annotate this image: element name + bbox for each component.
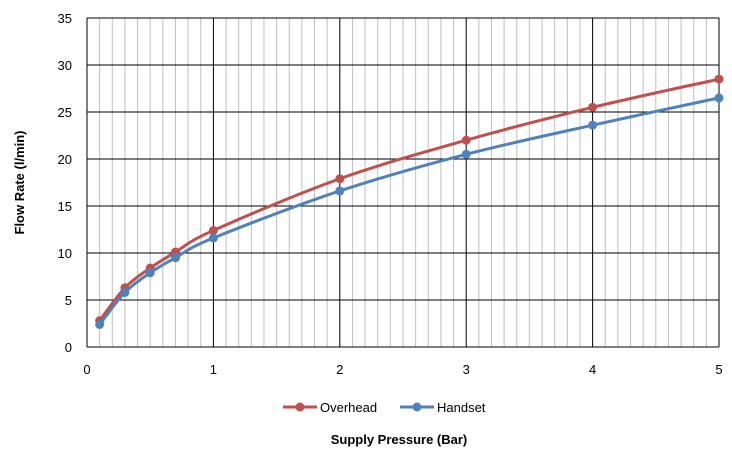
series-layer xyxy=(95,74,724,329)
data-point-handset xyxy=(461,149,471,159)
data-point-overhead xyxy=(208,225,218,235)
y-axis-title: Flow Rate (l/min) xyxy=(12,131,27,235)
x-tick-label: 0 xyxy=(83,362,90,377)
y-tick-label: 10 xyxy=(58,246,72,261)
x-axis-title: Supply Pressure (Bar) xyxy=(331,432,468,447)
data-point-handset xyxy=(120,287,130,297)
legend-marker-overhead xyxy=(295,402,305,412)
legend-item-overhead: Overhead xyxy=(283,400,377,415)
data-point-handset xyxy=(714,93,724,103)
x-tick-label: 2 xyxy=(336,362,343,377)
data-point-handset xyxy=(588,120,598,130)
x-axis-tick-labels: 0 1 2 3 4 5 xyxy=(83,362,722,377)
legend: Overhead Handset xyxy=(283,400,486,415)
legend-marker-handset xyxy=(412,402,422,412)
data-point-handset xyxy=(208,233,218,243)
legend-item-handset: Handset xyxy=(400,400,486,415)
data-point-handset xyxy=(335,186,345,196)
series-line-overhead xyxy=(98,77,720,322)
y-tick-label: 15 xyxy=(58,199,72,214)
series-handset xyxy=(95,93,724,329)
series-line-handset xyxy=(98,96,720,326)
x-tick-label: 1 xyxy=(210,362,217,377)
y-tick-label: 30 xyxy=(58,58,72,73)
y-tick-label: 0 xyxy=(65,340,72,355)
y-tick-label: 35 xyxy=(58,11,72,26)
legend-label-handset: Handset xyxy=(437,400,486,415)
data-point-handset xyxy=(95,319,105,329)
data-point-overhead xyxy=(588,102,598,112)
minor-gridlines xyxy=(99,18,707,347)
data-point-overhead xyxy=(461,135,471,145)
y-tick-label: 25 xyxy=(58,105,72,120)
data-point-overhead xyxy=(335,174,345,184)
y-axis-tick-labels: 0 5 10 15 20 25 30 35 xyxy=(58,11,72,355)
data-point-overhead xyxy=(714,74,724,84)
data-point-handset xyxy=(145,268,155,278)
x-tick-label: 3 xyxy=(463,362,470,377)
y-tick-label: 5 xyxy=(65,293,72,308)
y-tick-label: 20 xyxy=(58,152,72,167)
legend-label-overhead: Overhead xyxy=(320,400,377,415)
data-point-handset xyxy=(170,253,180,263)
x-tick-label: 4 xyxy=(589,362,596,377)
x-tick-label: 5 xyxy=(715,362,722,377)
